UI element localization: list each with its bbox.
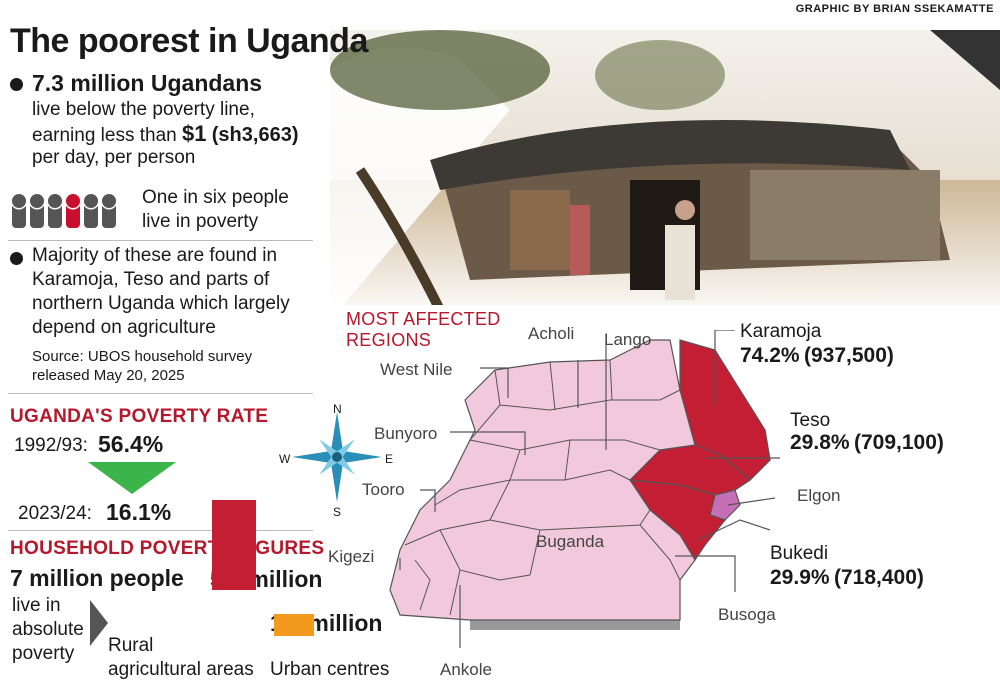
absolute-line-1: live in (12, 595, 61, 616)
poverty-rate-heading: UGANDA'S POVERTY RATE (10, 406, 269, 427)
hut-photo (330, 30, 1000, 320)
region-kigezi: Kigezi (328, 547, 375, 566)
majority-line-3: northern Uganda which largely (32, 293, 290, 314)
intro-line-1: live below the poverty line, (32, 99, 255, 120)
rural-label-1: Rural (108, 635, 154, 656)
compass-rose-icon (292, 412, 382, 502)
source-line-1: Source: UBOS household survey (32, 348, 253, 365)
right-arrow-icon (90, 600, 108, 646)
karamoja-count: (937,500) (804, 344, 894, 367)
region-bukedi-name: Bukedi (770, 543, 829, 564)
graphic-credit: GRAPHIC BY BRIAN SSEKAMATTE (795, 3, 994, 15)
map-karamoja (679, 339, 771, 481)
year-1992: 1992/93: (14, 435, 88, 456)
bukedi-pct: 29.9% (770, 566, 830, 589)
uganda-map (389, 330, 780, 648)
region-ankole: Ankole (440, 660, 492, 679)
region-busoga: Busoga (718, 605, 776, 624)
person-icon-highlighted (66, 194, 80, 228)
region-bunyoro: Bunyoro (374, 424, 438, 443)
compass-n: N (333, 402, 342, 416)
rate-2023: 16.1% (106, 499, 172, 525)
region-west-nile: West Nile (380, 360, 453, 379)
region-buganda: Buganda (536, 532, 605, 551)
dollar-amount: $1 (182, 121, 207, 146)
urban-label: Urban centres (270, 659, 390, 680)
map-heading-2: REGIONS (346, 330, 432, 350)
divider (8, 240, 313, 241)
region-acholi: Acholi (528, 324, 575, 343)
year-2023: 2023/24: (18, 503, 92, 524)
majority-line-1: Majority of these are found in (32, 245, 278, 266)
region-karamoja-stat: 74.2% (937,500) (740, 344, 894, 368)
source-line-2: released May 20, 2025 (32, 367, 185, 384)
intro-line-3: per day, per person (32, 147, 196, 168)
region-karamoja-name: Karamoja (740, 321, 822, 342)
intro-line-2-prefix: earning less than (32, 125, 182, 146)
absolute-line-3: poverty (12, 643, 75, 664)
down-arrow-icon (88, 462, 176, 494)
person-icon (48, 194, 62, 228)
shilling-amount: (sh3,663) (211, 124, 299, 146)
person-icon (30, 194, 44, 228)
seven-million: 7 million people (10, 565, 184, 591)
region-teso-stat: 29.8% (709,100) (790, 431, 944, 455)
region-tooro: Tooro (362, 480, 405, 499)
urban-bar (274, 614, 314, 636)
map-heading-1: MOST AFFECTED (346, 309, 501, 329)
teso-count: (709,100) (854, 431, 944, 454)
majority-line-2: Karamoja, Teso and parts of (32, 269, 270, 290)
person-icon (12, 194, 26, 228)
compass-s: S (333, 505, 342, 519)
rural-label-2: agricultural areas (108, 659, 254, 680)
region-lango: Lango (604, 330, 652, 349)
rate-1992: 56.4% (98, 431, 164, 457)
teso-pct: 29.8% (790, 431, 850, 454)
region-elgon: Elgon (797, 486, 841, 505)
people-icons (12, 194, 120, 233)
majority-line-4: depend on agriculture (32, 317, 216, 338)
bullet-dot (10, 78, 23, 91)
one-in-six-line-1: One in six people (142, 187, 289, 208)
region-teso-name: Teso (790, 410, 831, 431)
divider (8, 393, 313, 394)
headline-stat: 7.3 million Ugandans (32, 70, 263, 96)
bukedi-count: (718,400) (834, 566, 924, 589)
household-heading: HOUSEHOLD POVERTY FIGURES (10, 538, 325, 559)
compass-w: W (279, 452, 291, 466)
page-title: The poorest in Uganda (10, 22, 368, 60)
intro-line-2: earning less than $1 (sh3,663) (32, 122, 298, 147)
person-icon (84, 194, 98, 228)
karamoja-pct: 74.2% (740, 344, 800, 367)
divider (8, 530, 313, 531)
bullet-dot (10, 252, 23, 265)
one-in-six-line-2: live in poverty (142, 211, 259, 232)
region-bukedi-stat: 29.9% (718,400) (770, 566, 924, 590)
rural-bar (212, 500, 256, 590)
absolute-line-2: absolute (12, 619, 84, 640)
compass-e: E (385, 452, 394, 466)
person-icon (102, 194, 116, 228)
